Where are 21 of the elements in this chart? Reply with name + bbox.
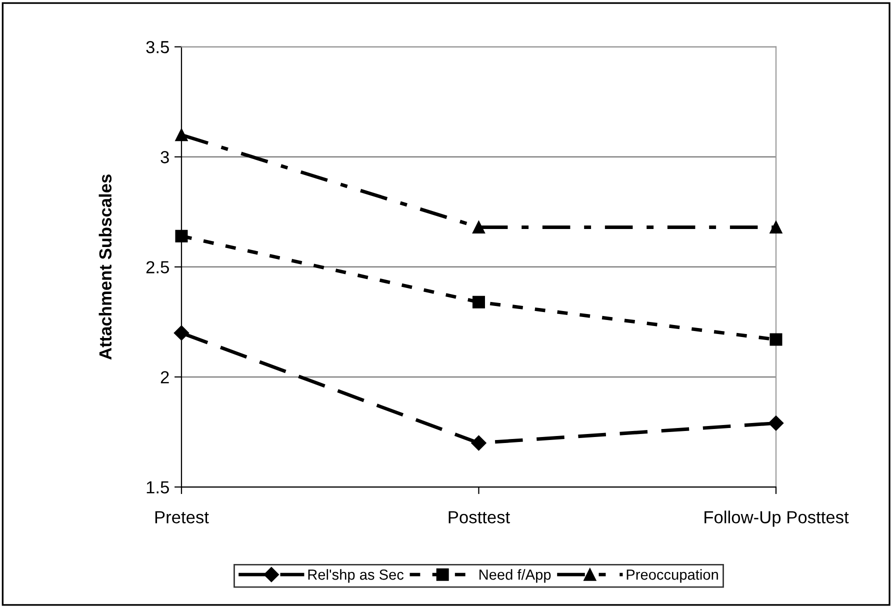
point [770, 333, 782, 346]
y-tick-label: 1.5 [146, 481, 169, 494]
y-tick-label: 2 [160, 371, 169, 384]
point [175, 230, 188, 242]
point [472, 221, 485, 234]
legend-label: Need f/App [480, 569, 551, 583]
y-tick-label: 2.5 [146, 261, 169, 274]
legend-label: Rel'shp as Sec [308, 569, 404, 583]
x-tick-label: Follow-Up Posttest [704, 510, 849, 527]
point [770, 221, 782, 234]
point [174, 325, 190, 341]
y-tick-label: 3 [160, 151, 169, 164]
y-tick-label: 3.5 [146, 40, 169, 54]
legend-label: Preoccupation [626, 569, 718, 583]
y-axis-title: Attachment Subscales [98, 174, 112, 360]
point [768, 416, 784, 431]
point [175, 128, 188, 142]
point [472, 296, 485, 308]
x-tick-label: Pretest [155, 511, 209, 524]
x-tick-label: Posttest [448, 511, 510, 524]
point [471, 435, 486, 451]
